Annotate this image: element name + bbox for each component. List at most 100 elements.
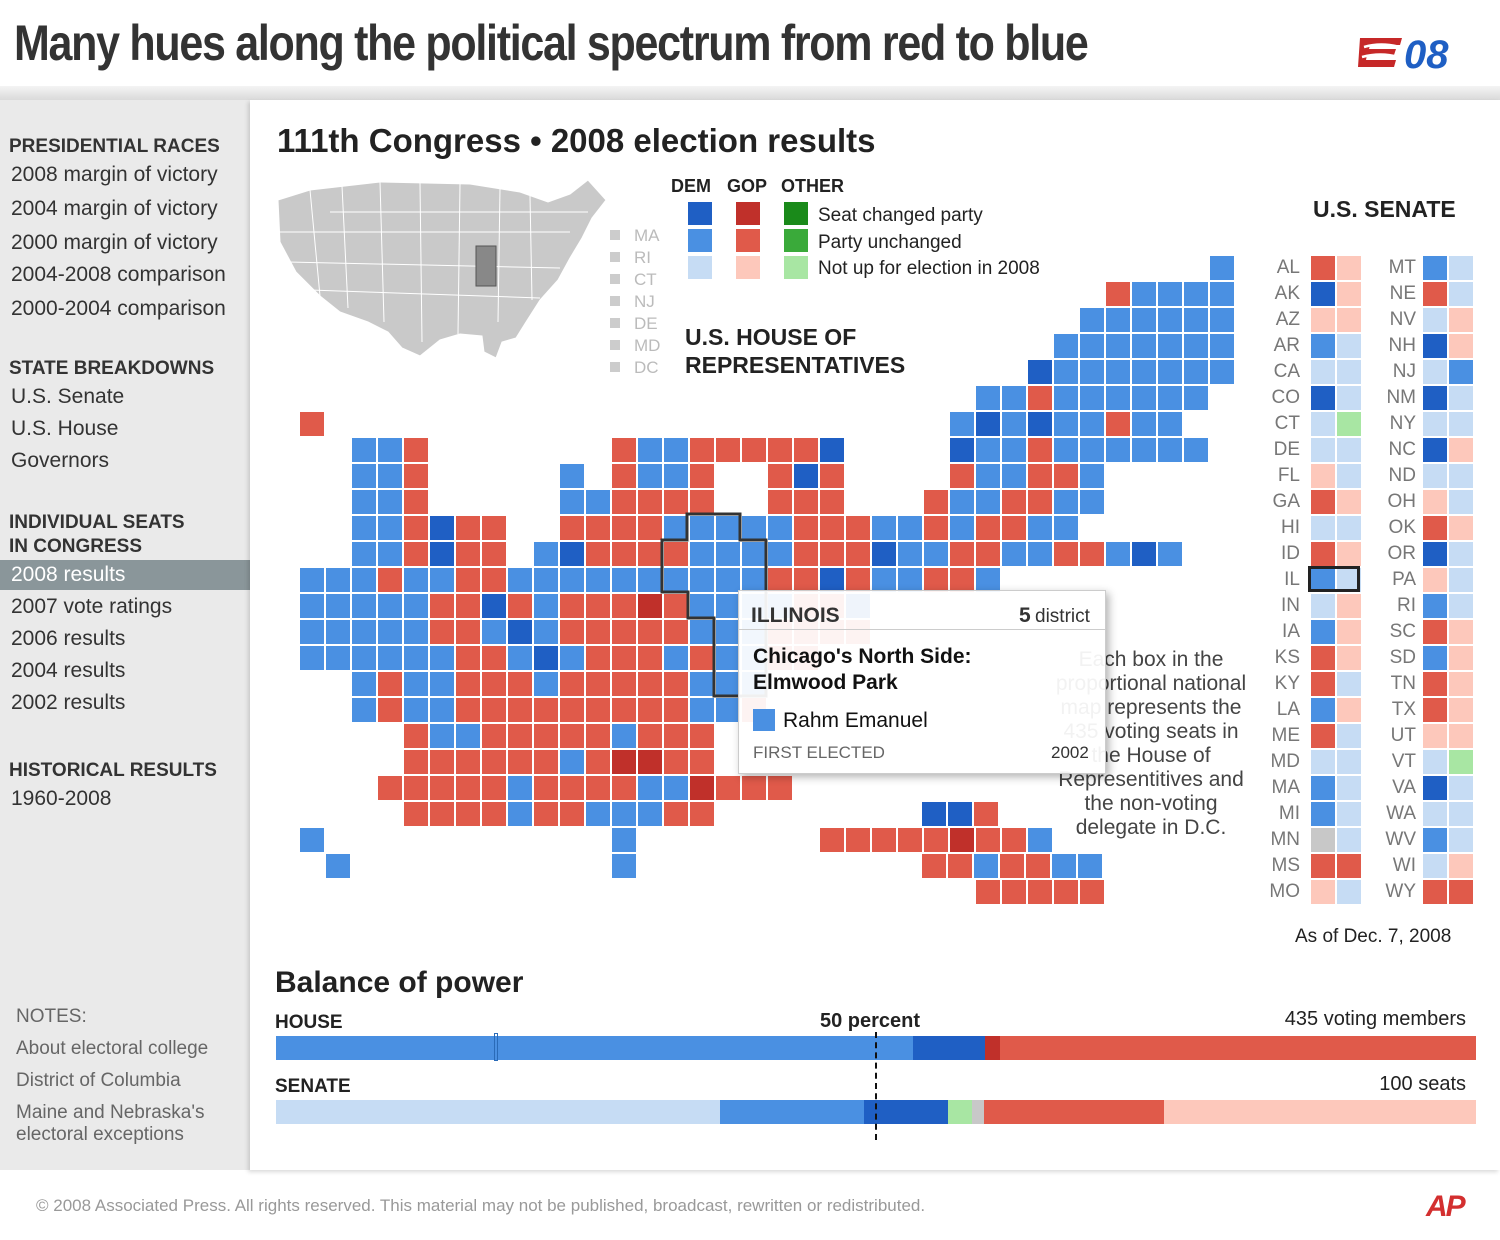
senate-seat[interactable] <box>1337 386 1361 410</box>
senate-seat[interactable] <box>1449 854 1473 878</box>
senate-state-nd[interactable]: ND <box>1388 465 1416 486</box>
senate-seat[interactable] <box>1311 724 1335 748</box>
senate-seat[interactable] <box>1423 516 1447 540</box>
small-state-de[interactable]: DE <box>634 314 658 333</box>
small-state-box[interactable] <box>610 318 620 328</box>
senate-seat[interactable] <box>1337 256 1361 280</box>
small-state-dc[interactable]: DC <box>634 358 659 377</box>
senate-seat[interactable] <box>1423 438 1447 462</box>
senate-seat[interactable] <box>1423 386 1447 410</box>
senate-state-ct[interactable]: CT <box>1274 413 1300 434</box>
senate-seat[interactable] <box>1449 646 1473 670</box>
senate-state-ny[interactable]: NY <box>1389 413 1416 434</box>
senate-state-ca[interactable]: CA <box>1273 361 1300 382</box>
senate-state-ms[interactable]: MS <box>1271 855 1301 876</box>
senate-seat[interactable] <box>1311 672 1335 696</box>
senate-seat[interactable] <box>1337 464 1361 488</box>
nav-2004-margin[interactable]: 2004 margin of victory <box>11 197 218 220</box>
nav-us-house[interactable]: U.S. House <box>11 417 119 440</box>
senate-seat[interactable] <box>1311 308 1335 332</box>
senate-seat[interactable] <box>1423 724 1447 748</box>
senate-state-vt[interactable]: VT <box>1391 751 1416 772</box>
senate-state-tx[interactable]: TX <box>1391 699 1416 720</box>
senate-seat[interactable] <box>1311 516 1335 540</box>
senate-seat[interactable] <box>1337 620 1361 644</box>
senate-seat[interactable] <box>1449 490 1473 514</box>
nav-2004-2008-comparison[interactable]: 2004-2008 comparison <box>11 263 226 286</box>
nav-us-senate[interactable]: U.S. Senate <box>11 385 125 408</box>
senate-seat[interactable] <box>1423 412 1447 436</box>
senate-state-hi[interactable]: HI <box>1281 517 1300 538</box>
senate-state-md[interactable]: MD <box>1270 751 1300 772</box>
senate-seat[interactable] <box>1423 464 1447 488</box>
senate-state-nc[interactable]: NC <box>1388 439 1416 460</box>
small-state-md[interactable]: MD <box>634 336 661 355</box>
senate-seat[interactable] <box>1423 828 1447 852</box>
senate-seat[interactable] <box>1423 542 1447 566</box>
senate-seat[interactable] <box>1311 542 1335 566</box>
senate-seat[interactable] <box>1311 438 1335 462</box>
senate-state-ak[interactable]: AK <box>1274 283 1300 304</box>
note-maine-nebraska[interactable]: Maine and Nebraska's <box>16 1102 205 1123</box>
senate-state-ma[interactable]: MA <box>1271 777 1301 798</box>
senate-seat[interactable] <box>1337 698 1361 722</box>
senate-seat[interactable] <box>1449 828 1473 852</box>
senate-state-ut[interactable]: UT <box>1390 725 1416 746</box>
senate-state-mt[interactable]: MT <box>1388 257 1416 278</box>
senate-state-id[interactable]: ID <box>1281 543 1300 564</box>
senate-seat[interactable] <box>1337 802 1361 826</box>
senate-state-nj[interactable]: NJ <box>1392 361 1416 382</box>
senate-state-il[interactable]: IL <box>1284 569 1300 590</box>
senate-state-nm[interactable]: NM <box>1386 387 1416 408</box>
senate-state-me[interactable]: ME <box>1271 725 1301 746</box>
senate-seat[interactable] <box>1311 880 1335 904</box>
senate-seat[interactable] <box>1423 620 1447 644</box>
senate-seat[interactable] <box>1311 620 1335 644</box>
senate-seat[interactable] <box>1449 698 1473 722</box>
senate-seat[interactable] <box>1423 646 1447 670</box>
senate-seat[interactable] <box>1449 568 1473 592</box>
senate-seat[interactable] <box>1423 568 1447 592</box>
small-state-box[interactable] <box>610 296 620 306</box>
small-state-ri[interactable]: RI <box>634 248 651 267</box>
nav-2004-results[interactable]: 2004 results <box>11 659 126 682</box>
senate-state-mo[interactable]: MO <box>1269 881 1300 902</box>
us-locator-map[interactable] <box>270 172 610 368</box>
senate-state-ok[interactable]: OK <box>1388 517 1416 538</box>
senate-seat[interactable] <box>1311 594 1335 618</box>
senate-state-va[interactable]: VA <box>1392 777 1416 798</box>
small-state-box[interactable] <box>610 362 620 372</box>
senate-state-mn[interactable]: MN <box>1270 829 1300 850</box>
senate-seat[interactable] <box>1449 776 1473 800</box>
senate-seat[interactable] <box>1311 750 1335 774</box>
senate-state-ky[interactable]: KY <box>1274 673 1300 694</box>
senate-seat[interactable] <box>1449 880 1473 904</box>
small-state-box[interactable] <box>610 340 620 350</box>
senate-seat[interactable] <box>1423 282 1447 306</box>
senate-seat[interactable] <box>1449 464 1473 488</box>
senate-seat[interactable] <box>1337 646 1361 670</box>
small-state-nj[interactable]: NJ <box>634 292 655 311</box>
senate-seat[interactable] <box>1337 334 1361 358</box>
senate-seat[interactable] <box>1337 594 1361 618</box>
senate-state-ks[interactable]: KS <box>1274 647 1300 668</box>
senate-seat[interactable] <box>1449 724 1473 748</box>
senate-state-tn[interactable]: TN <box>1390 673 1416 694</box>
senate-state-wy[interactable]: WY <box>1385 881 1416 902</box>
senate-state-wv[interactable]: WV <box>1385 829 1416 850</box>
senate-state-ga[interactable]: GA <box>1272 491 1300 512</box>
senate-seat[interactable] <box>1337 854 1361 878</box>
senate-state-ar[interactable]: AR <box>1273 335 1300 356</box>
senate-seat[interactable] <box>1311 776 1335 800</box>
note-district-of-columbia[interactable]: District of Columbia <box>16 1070 181 1091</box>
senate-state-oh[interactable]: OH <box>1387 491 1417 512</box>
senate-seat[interactable] <box>1311 256 1335 280</box>
senate-seat[interactable] <box>1449 594 1473 618</box>
senate-state-sc[interactable]: SC <box>1389 621 1416 642</box>
senate-state-ia[interactable]: IA <box>1282 621 1300 642</box>
senate-seat[interactable] <box>1337 282 1361 306</box>
senate-seat[interactable] <box>1423 698 1447 722</box>
senate-seat[interactable] <box>1311 360 1335 384</box>
senate-seat[interactable] <box>1449 334 1473 358</box>
senate-seat[interactable] <box>1449 256 1473 280</box>
